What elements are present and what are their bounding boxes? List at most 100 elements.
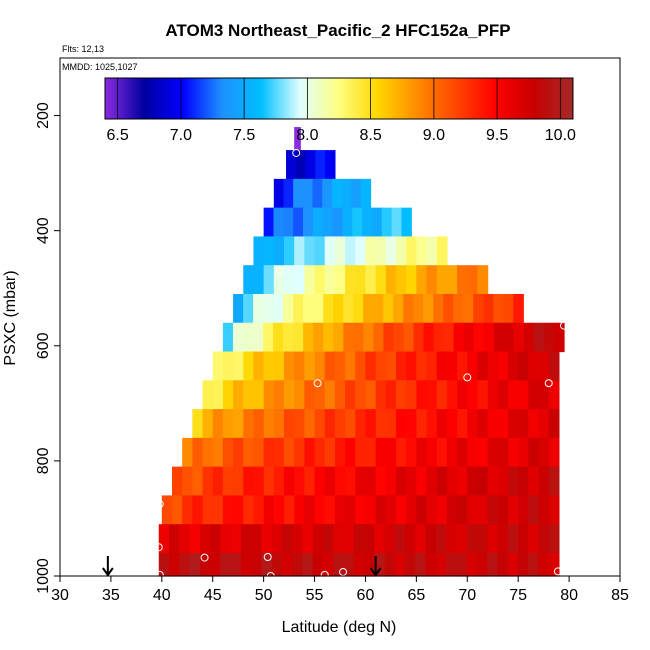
sample-point <box>263 553 272 562</box>
heatmap-cell <box>548 466 560 497</box>
heatmap-cell <box>446 409 458 439</box>
heatmap-cell <box>304 495 316 525</box>
heatmap-cell <box>487 524 498 554</box>
heatmap-cell <box>324 380 336 410</box>
heatmap-cell <box>435 552 447 577</box>
heatmap-cell <box>202 437 214 468</box>
heatmap-cell <box>416 409 428 439</box>
heatmap-cell <box>385 265 397 295</box>
heatmap-cell <box>457 466 468 497</box>
x-tick-label: 50 <box>255 587 273 604</box>
heatmap-cell <box>315 150 326 180</box>
heatmap-cell <box>342 207 353 238</box>
heatmap-cell <box>253 351 265 381</box>
arrow-marker <box>102 556 114 577</box>
heatmap-cell <box>292 524 304 554</box>
heatmap-cell <box>202 380 214 410</box>
heatmap-cell <box>396 495 407 525</box>
heatmap-cell <box>343 293 354 324</box>
heatmap-cell <box>240 524 252 554</box>
heatmap-cell <box>416 495 428 525</box>
heatmap-cell <box>385 466 397 497</box>
heatmap-cell <box>199 524 211 554</box>
y-tick-label: 1000 <box>35 558 52 594</box>
heatmap-cell <box>436 380 448 410</box>
heatmap-cell <box>446 524 457 554</box>
heatmap-cell <box>192 466 204 497</box>
heatmap-cell <box>518 466 529 497</box>
heatmap-cell <box>406 466 417 497</box>
heatmap-cell <box>210 552 221 577</box>
heatmap-cell <box>467 265 479 295</box>
sample-point <box>292 148 301 157</box>
heatmap-cell <box>476 524 488 554</box>
heatmap-cell <box>406 236 417 266</box>
heatmap-cell <box>189 552 201 577</box>
heatmap-cell <box>273 207 284 238</box>
sample-point <box>553 567 562 576</box>
heatmap-cell <box>401 207 412 238</box>
heatmap-cell <box>355 495 367 525</box>
heatmap-cell <box>283 293 294 324</box>
heatmap-cell <box>476 552 488 577</box>
heatmap-cell <box>487 495 499 525</box>
heatmap-cell <box>538 466 550 497</box>
heatmap-cell <box>385 437 397 468</box>
heatmap-cell <box>497 409 509 439</box>
heatmap-cell <box>375 236 387 266</box>
heatmap-cell <box>314 437 326 468</box>
heatmap-cell <box>210 524 221 554</box>
heatmap-cell <box>487 351 499 381</box>
heatmap-cell <box>263 495 275 525</box>
heatmap-cell <box>355 409 367 439</box>
heatmap-cell <box>303 207 314 238</box>
heatmap-cell <box>467 495 479 525</box>
heatmap-cell <box>477 351 489 381</box>
heatmap-cell <box>385 351 397 381</box>
heatmap-cell <box>302 178 314 209</box>
heatmap-cell <box>436 437 448 468</box>
heatmap-cell <box>523 322 535 353</box>
heatmap-cell <box>508 351 519 381</box>
heatmap-cell <box>189 524 201 554</box>
heatmap-cell <box>273 380 285 410</box>
heatmap-cell <box>233 466 244 497</box>
heatmap-cell <box>212 409 224 439</box>
heatmap-cell <box>355 351 367 381</box>
flights-label: Flts: 12,13 <box>62 44 104 54</box>
heatmap-cell <box>508 409 519 439</box>
heatmap-cell <box>416 236 428 266</box>
sample-markers <box>154 148 568 580</box>
heatmap-cell <box>293 322 304 353</box>
heatmap-cell <box>493 293 504 324</box>
chart-title: ATOM3 Northeast_Pacific_2 HFC152a_PFP <box>165 21 510 40</box>
heatmap-cell <box>345 351 356 381</box>
heatmap-cell <box>477 466 489 497</box>
heatmap-cell <box>487 552 498 577</box>
heatmap-cell <box>365 265 377 295</box>
sample-point <box>155 570 164 579</box>
heatmap-cell <box>365 236 377 266</box>
heatmap-cell <box>553 322 565 353</box>
heatmap-cell <box>456 524 468 554</box>
heatmap-cell <box>393 322 405 353</box>
colorbar-tick-label: 9.5 <box>486 127 508 144</box>
heatmap-cell <box>324 466 336 497</box>
heatmap-cell <box>353 293 364 324</box>
heatmap-cell <box>508 466 519 497</box>
heatmap-cell <box>304 265 316 295</box>
heatmap-cell <box>253 437 265 468</box>
heatmap-cell <box>343 322 354 353</box>
heatmap-cell <box>374 552 386 577</box>
heatmap-cell <box>314 265 326 295</box>
heatmap-cell <box>302 552 314 577</box>
heatmap-cell <box>333 552 345 577</box>
heatmap-cell <box>396 437 407 468</box>
heatmap-cell <box>436 409 448 439</box>
heatmap-cell <box>353 322 364 353</box>
heatmap-cell <box>513 322 525 353</box>
heatmap-cell <box>548 437 560 468</box>
heatmap-cell <box>233 293 244 324</box>
heatmap-cell <box>355 466 367 497</box>
heatmap-cell <box>446 495 458 525</box>
